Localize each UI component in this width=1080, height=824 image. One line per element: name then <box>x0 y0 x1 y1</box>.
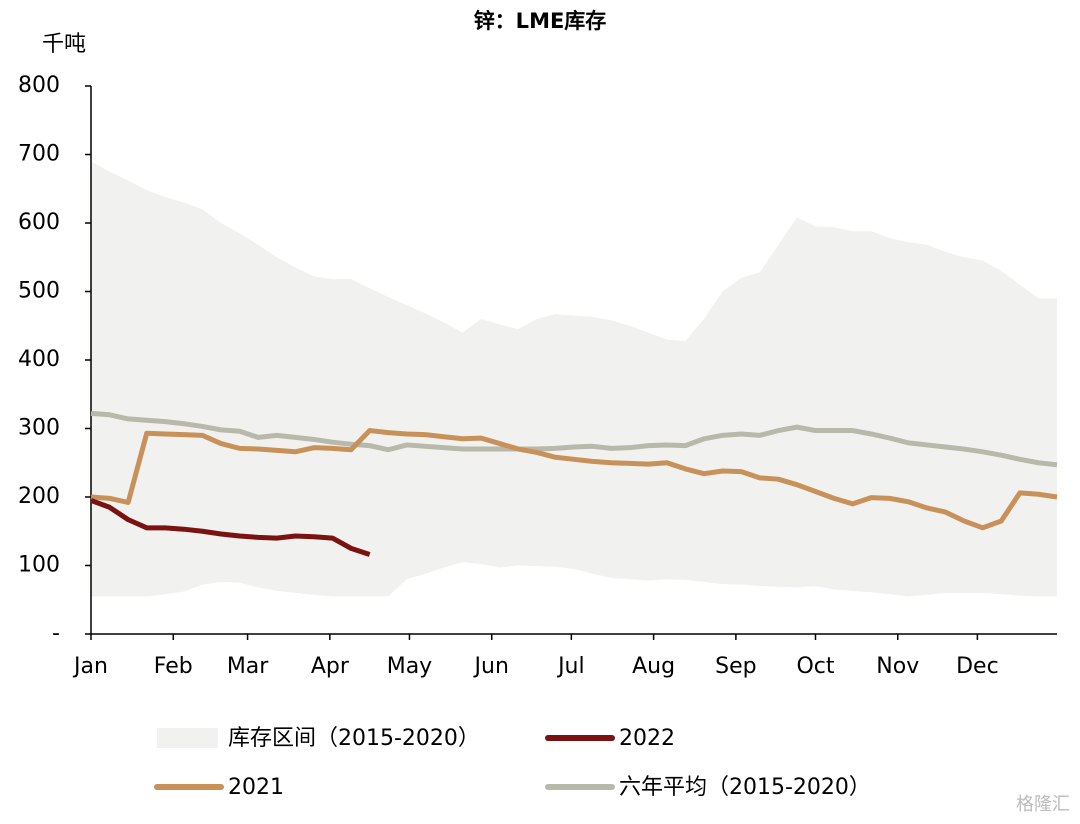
chart-title: 锌：LME库存 <box>474 9 607 33</box>
x-tick-label: Dec <box>956 654 999 679</box>
x-tick-label: Jul <box>556 654 585 679</box>
series-line <box>90 498 371 557</box>
series-line <box>90 428 1058 531</box>
y-axis-label: 千吨 <box>42 32 86 57</box>
legend-swatch <box>157 728 218 748</box>
series-line <box>90 410 1058 468</box>
y-tick-label: 200 <box>18 484 60 509</box>
x-tick-label: Feb <box>154 654 193 679</box>
x-tick-label: Apr <box>311 654 350 679</box>
watermark: 格隆汇 <box>1016 794 1070 815</box>
x-tick-label: Mar <box>227 654 269 679</box>
y-tick-label: 300 <box>18 416 60 441</box>
legend-label: 六年平均（2015-2020） <box>619 775 871 800</box>
y-tick-label: 700 <box>18 142 60 167</box>
x-tick-label: Jun <box>473 654 509 679</box>
x-tick-label: May <box>387 654 432 679</box>
legend-label: 2022 <box>619 726 675 751</box>
y-tick-label: 400 <box>18 347 60 372</box>
x-tick-label: Oct <box>796 654 834 679</box>
y-tick-label: 500 <box>18 279 60 304</box>
y-tick-label: 600 <box>18 210 60 235</box>
x-tick-label: Nov <box>876 654 919 679</box>
range-band <box>91 161 1057 597</box>
y-tick-label: 800 <box>18 73 60 98</box>
x-tick-label: Sep <box>715 654 756 679</box>
y-tick-label: 100 <box>18 553 60 578</box>
y-tick-label: - <box>52 621 60 646</box>
legend-label: 库存区间（2015-2020） <box>228 726 480 751</box>
x-tick-label: Aug <box>632 654 675 679</box>
x-tick-label: Jan <box>72 654 108 679</box>
legend-label: 2021 <box>228 775 284 800</box>
